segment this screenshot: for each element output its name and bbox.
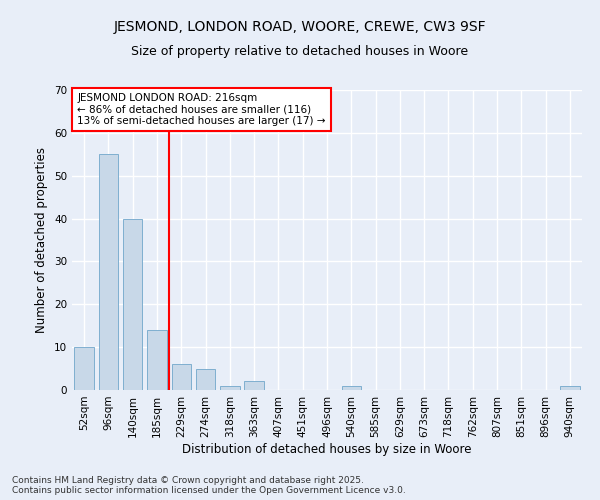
Bar — [147, 330, 167, 390]
Y-axis label: Number of detached properties: Number of detached properties — [35, 147, 49, 333]
Bar — [244, 382, 264, 390]
Text: Contains HM Land Registry data © Crown copyright and database right 2025.
Contai: Contains HM Land Registry data © Crown c… — [12, 476, 406, 495]
Bar — [74, 347, 94, 390]
Text: Size of property relative to detached houses in Woore: Size of property relative to detached ho… — [131, 45, 469, 58]
Bar — [220, 386, 239, 390]
Text: JESMOND, LONDON ROAD, WOORE, CREWE, CW3 9SF: JESMOND, LONDON ROAD, WOORE, CREWE, CW3 … — [113, 20, 487, 34]
X-axis label: Distribution of detached houses by size in Woore: Distribution of detached houses by size … — [182, 442, 472, 456]
Bar — [560, 386, 580, 390]
Bar — [99, 154, 118, 390]
Bar — [196, 368, 215, 390]
Bar — [341, 386, 361, 390]
Text: JESMOND LONDON ROAD: 216sqm
← 86% of detached houses are smaller (116)
13% of se: JESMOND LONDON ROAD: 216sqm ← 86% of det… — [77, 93, 326, 126]
Bar — [123, 218, 142, 390]
Bar — [172, 364, 191, 390]
